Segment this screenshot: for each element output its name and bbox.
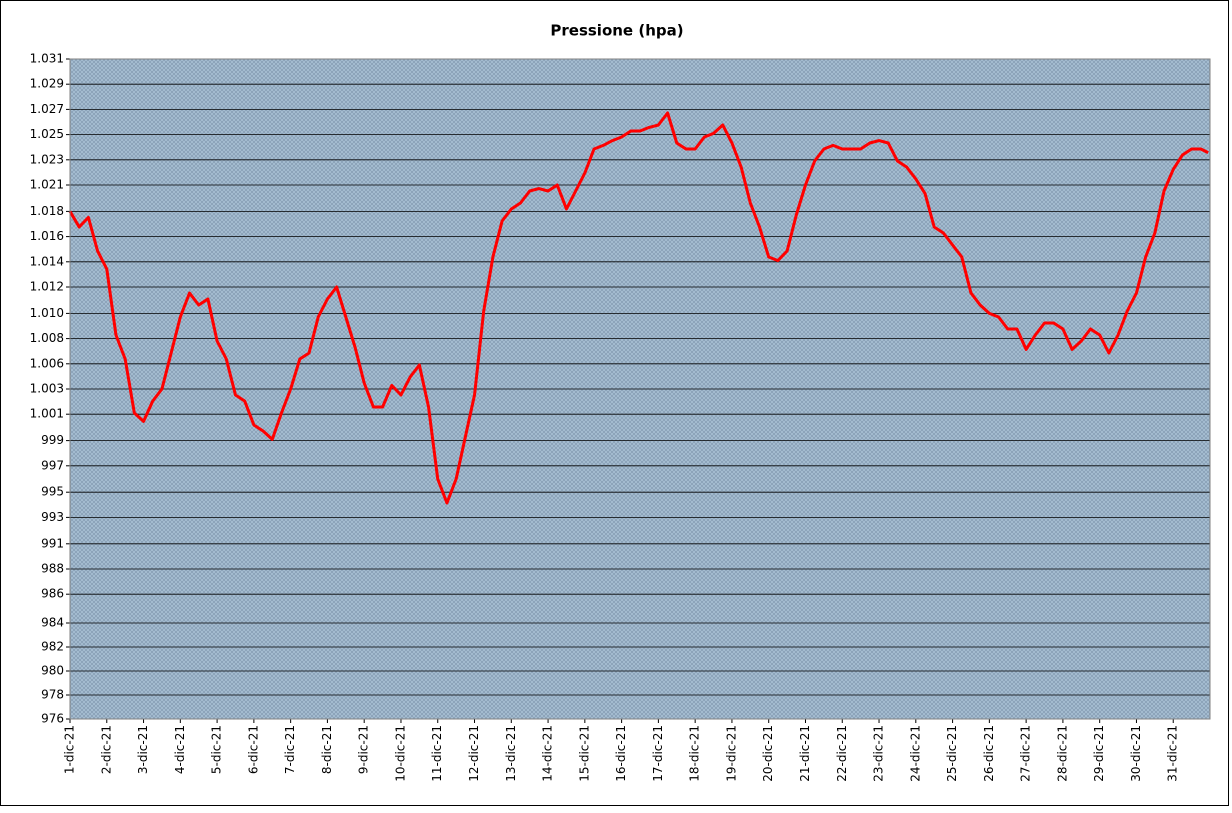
x-tick-label: 27-dic-21 — [1019, 725, 1033, 782]
chart-title: Pressione (hpa) — [550, 22, 683, 40]
x-tick-label: 24-dic-21 — [908, 725, 922, 782]
y-tick-label: 980 — [41, 664, 64, 678]
x-tick-label: 1-dic-21 — [63, 725, 77, 774]
x-tick-label: 19-dic-21 — [724, 725, 738, 782]
y-tick-label: 1.031 — [30, 52, 64, 66]
y-tick-label: 988 — [41, 562, 64, 576]
y-tick-label: 1.010 — [30, 306, 64, 320]
x-tick-label: 13-dic-21 — [504, 725, 518, 782]
y-tick-label: 999 — [41, 433, 64, 447]
y-tick-label: 1.003 — [30, 382, 64, 396]
y-tick-label: 1.021 — [30, 178, 64, 192]
y-tick-label: 993 — [41, 510, 64, 524]
x-tick-label: 28-dic-21 — [1055, 725, 1069, 782]
y-tick-label: 976 — [41, 712, 64, 726]
x-tick-label: 18-dic-21 — [688, 725, 702, 782]
x-tick-label: 4-dic-21 — [173, 725, 187, 774]
y-tick-label: 1.016 — [30, 229, 64, 243]
x-tick-label: 20-dic-21 — [761, 725, 775, 782]
y-tick-label: 978 — [41, 688, 64, 702]
x-tick-label: 15-dic-21 — [577, 725, 591, 782]
x-tick-label: 12-dic-21 — [467, 725, 481, 782]
x-tick-label: 2-dic-21 — [99, 725, 113, 774]
y-tick-label: 995 — [41, 485, 64, 499]
x-tick-label: 31-dic-21 — [1166, 725, 1180, 782]
x-tick-label: 6-dic-21 — [246, 725, 260, 774]
x-tick-label: 5-dic-21 — [210, 725, 224, 774]
y-tick-label: 1.023 — [30, 152, 64, 166]
x-tick-label: 16-dic-21 — [614, 725, 628, 782]
plot-frame — [69, 58, 1211, 720]
y-tick-label: 1.029 — [30, 77, 64, 91]
x-tick-label: 11-dic-21 — [430, 725, 444, 782]
x-tick-label: 3-dic-21 — [136, 725, 150, 774]
x-tick-label: 14-dic-21 — [541, 725, 555, 782]
y-tick-label: 1.027 — [30, 102, 64, 116]
x-tick-label: 8-dic-21 — [320, 725, 334, 774]
x-tick-label: 25-dic-21 — [945, 725, 959, 782]
y-tick-label: 1.001 — [30, 407, 64, 421]
x-tick-label: 23-dic-21 — [872, 725, 886, 782]
x-tick-label: 26-dic-21 — [982, 725, 996, 782]
y-tick-label: 982 — [41, 640, 64, 654]
x-tick-label: 21-dic-21 — [798, 725, 812, 782]
x-tick-label: 17-dic-21 — [651, 725, 665, 782]
y-tick-label: 1.006 — [30, 356, 64, 370]
line — [68, 111, 1209, 505]
x-tick-label: 22-dic-21 — [835, 725, 849, 782]
y-tick-label: 984 — [41, 616, 64, 630]
x-tick-label: 10-dic-21 — [393, 725, 407, 782]
x-tick-label: 9-dic-21 — [357, 725, 371, 774]
x-tick-label: 7-dic-21 — [283, 725, 297, 774]
y-tick-label: 1.025 — [30, 127, 64, 141]
y-tick-label: 991 — [41, 536, 64, 550]
y-tick-label: 997 — [41, 458, 64, 472]
y-tick-label: 1.014 — [30, 254, 64, 268]
x-tick-label: 29-dic-21 — [1092, 725, 1106, 782]
y-tick-label: 1.018 — [30, 204, 64, 218]
y-tick-label: 1.012 — [30, 280, 64, 294]
y-tick-label: 986 — [41, 587, 64, 601]
y-tick-label: 1.008 — [30, 331, 64, 345]
x-tick-label: 30-dic-21 — [1129, 725, 1143, 782]
